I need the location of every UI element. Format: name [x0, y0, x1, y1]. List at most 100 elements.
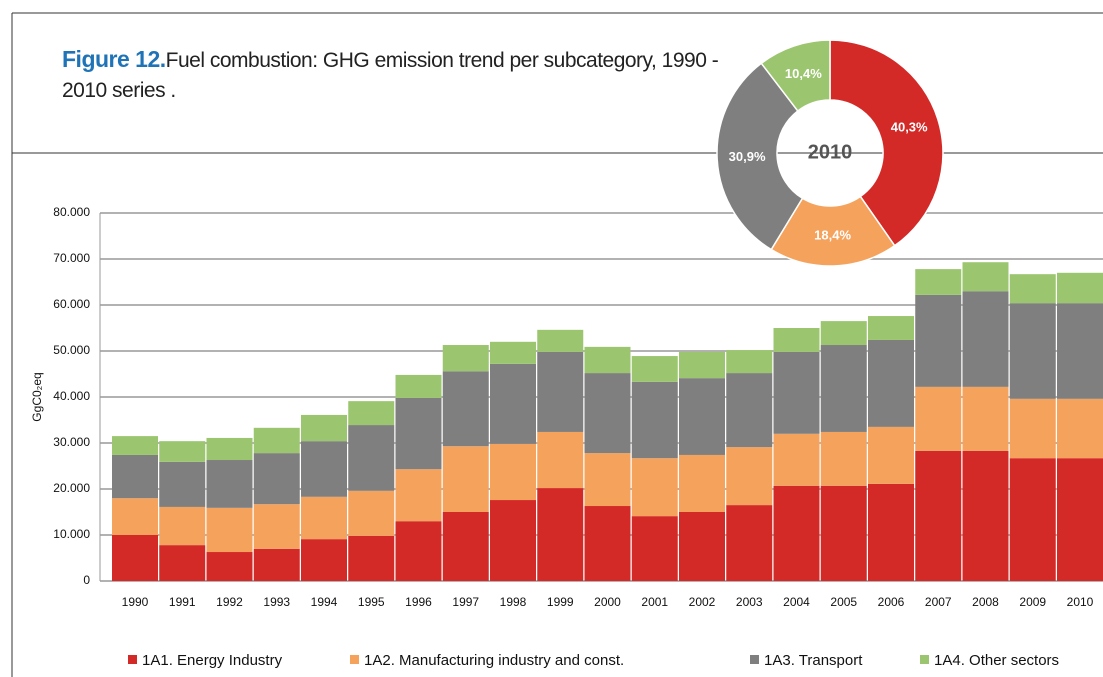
y-tick-label: 10.000: [53, 527, 90, 541]
x-tick-label: 2010: [1067, 595, 1094, 609]
legend-label: 1A1. Energy Industry: [142, 652, 283, 669]
x-tick-label: 1998: [500, 595, 527, 609]
bar-segment: [301, 539, 347, 581]
x-tick-label: 1995: [358, 595, 385, 609]
bar-segment: [442, 446, 489, 512]
x-tick-label: 2007: [925, 595, 952, 609]
bar-segment: [206, 552, 253, 581]
bar-segment: [868, 426, 914, 484]
y-tick-label: 0: [83, 573, 90, 587]
bar-segment: [348, 401, 395, 426]
x-tick-label: 1990: [122, 595, 149, 609]
x-tick-label: 2004: [783, 595, 810, 609]
bar-segment: [726, 447, 773, 506]
bar-segment: [537, 431, 584, 489]
x-tick-label: 1991: [169, 595, 196, 609]
bar-segment: [1009, 458, 1056, 581]
bar-segment: [820, 431, 867, 486]
bar-segment: [962, 262, 1009, 292]
bar-segment: [348, 490, 395, 536]
bar-segment: [1057, 458, 1103, 581]
bar-segment: [395, 469, 442, 522]
bar-segment: [112, 498, 158, 535]
pie-value-label: 40,3%: [891, 120, 928, 135]
legend-swatch: [350, 655, 359, 664]
x-tick-label: 2001: [641, 595, 668, 609]
x-tick-label: 2008: [972, 595, 999, 609]
bar-segment: [395, 397, 442, 470]
pie-center-label: 2010: [808, 141, 853, 163]
bar-segment: [1009, 303, 1056, 399]
bar-segment: [206, 507, 253, 553]
x-tick-label: 1996: [405, 595, 432, 609]
bar-segment: [442, 371, 489, 447]
bar-segment: [962, 450, 1009, 581]
x-tick-label: 2009: [1019, 595, 1046, 609]
bar-segment: [112, 436, 158, 455]
bar-segment: [490, 500, 536, 581]
x-tick-label: 1994: [311, 595, 338, 609]
bar-segment: [1009, 274, 1056, 304]
bar-segment: [962, 386, 1009, 451]
pie-value-label: 18,4%: [814, 227, 851, 242]
legend-swatch: [128, 655, 137, 664]
bar-segment: [915, 269, 962, 295]
x-tick-label: 1993: [263, 595, 290, 609]
bar-segment: [773, 485, 820, 581]
bar-segment: [395, 521, 442, 581]
bar-segment: [584, 453, 631, 507]
bar-segment: [820, 321, 867, 346]
bar-segment: [395, 374, 442, 398]
bar-segment: [820, 345, 867, 432]
pie-value-label: 10,4%: [785, 66, 822, 81]
bar-segment: [679, 454, 725, 512]
y-tick-label: 40.000: [53, 389, 90, 403]
x-tick-label: 2000: [594, 595, 621, 609]
bar-segment: [490, 363, 536, 444]
bar-segment: [773, 328, 820, 352]
bar-segment: [868, 316, 914, 340]
y-tick-label: 70.000: [53, 251, 90, 265]
bar-segment: [584, 506, 631, 581]
x-tick-label: 2003: [736, 595, 763, 609]
bar-segment: [584, 346, 631, 374]
bar-segment: [442, 345, 489, 372]
bar-segment: [159, 441, 206, 462]
legend-swatch: [920, 655, 929, 664]
x-tick-label: 1992: [216, 595, 243, 609]
bar-segment: [159, 545, 206, 581]
legend-label: 1A3. Transport: [764, 652, 863, 669]
bar-segment: [253, 453, 300, 505]
bar-segment: [915, 450, 962, 581]
bar-segment: [301, 414, 347, 442]
bar-segment: [631, 458, 678, 517]
bar-segment: [490, 341, 536, 364]
bar-segment: [773, 433, 820, 486]
y-tick-label: 60.000: [53, 297, 90, 311]
bar-segment: [868, 483, 914, 581]
y-tick-label: 50.000: [53, 343, 90, 357]
bar-segment: [726, 373, 773, 448]
legend-label: 1A4. Other sectors: [934, 652, 1059, 669]
bar-segment: [112, 535, 158, 581]
bar-segment: [631, 381, 678, 459]
x-tick-label: 2006: [878, 595, 905, 609]
y-axis-label: GgC0₂eq: [30, 372, 44, 421]
bar-segment: [253, 427, 300, 454]
bar-segment: [537, 351, 584, 432]
bar-segment: [253, 504, 300, 549]
bar-segment: [206, 437, 253, 461]
legend-swatch: [750, 655, 759, 664]
y-tick-label: 30.000: [53, 435, 90, 449]
x-tick-label: 1999: [547, 595, 574, 609]
x-tick-label: 2005: [830, 595, 857, 609]
bar-segment: [868, 339, 914, 427]
bar-segment: [442, 512, 489, 581]
bar-segment: [679, 378, 725, 455]
bar-segment: [820, 485, 867, 581]
x-tick-label: 1997: [452, 595, 479, 609]
pie-value-label: 30,9%: [729, 149, 766, 164]
bar-segment: [159, 506, 206, 546]
bar-segment: [584, 373, 631, 454]
